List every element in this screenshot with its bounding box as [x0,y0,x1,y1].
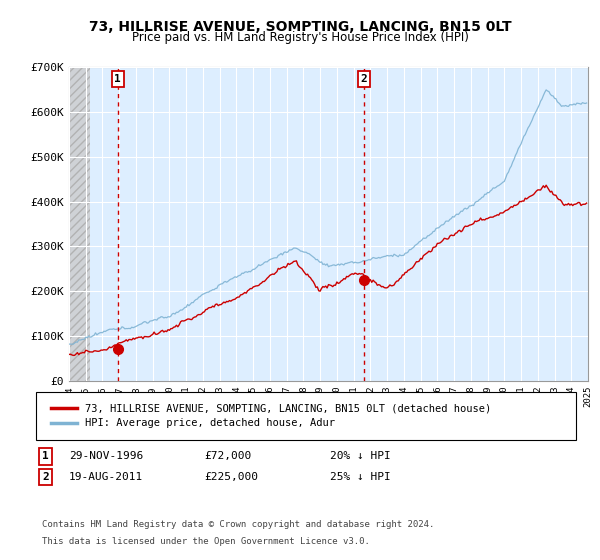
Text: 73, HILLRISE AVENUE, SOMPTING, LANCING, BN15 0LT: 73, HILLRISE AVENUE, SOMPTING, LANCING, … [89,20,511,34]
Text: £225,000: £225,000 [204,472,258,482]
Text: 1: 1 [115,74,121,84]
Text: 25% ↓ HPI: 25% ↓ HPI [330,472,391,482]
Legend: 73, HILLRISE AVENUE, SOMPTING, LANCING, BN15 0LT (detached house), HPI: Average : 73, HILLRISE AVENUE, SOMPTING, LANCING, … [47,399,496,432]
Text: 2: 2 [361,74,368,84]
Text: 20% ↓ HPI: 20% ↓ HPI [330,451,391,461]
Text: 1: 1 [42,451,49,461]
Text: 2: 2 [42,472,49,482]
Text: Contains HM Land Registry data © Crown copyright and database right 2024.: Contains HM Land Registry data © Crown c… [42,520,434,529]
Text: 29-NOV-1996: 29-NOV-1996 [69,451,143,461]
Text: £72,000: £72,000 [204,451,251,461]
Text: Price paid vs. HM Land Registry's House Price Index (HPI): Price paid vs. HM Land Registry's House … [131,31,469,44]
Text: 19-AUG-2011: 19-AUG-2011 [69,472,143,482]
FancyBboxPatch shape [36,392,576,440]
Text: This data is licensed under the Open Government Licence v3.0.: This data is licensed under the Open Gov… [42,537,370,546]
